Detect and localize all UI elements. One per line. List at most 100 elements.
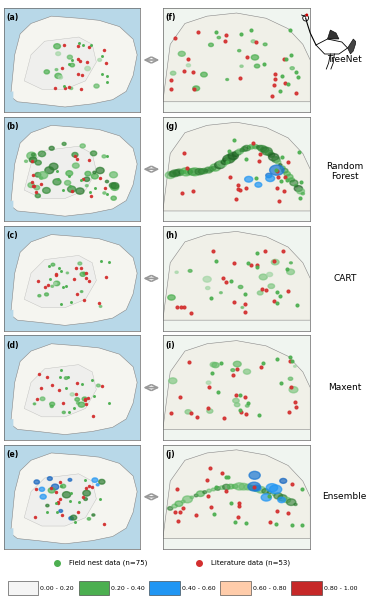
- Circle shape: [237, 50, 241, 52]
- Circle shape: [99, 305, 102, 307]
- Circle shape: [261, 494, 272, 501]
- Circle shape: [31, 153, 35, 156]
- Circle shape: [249, 472, 260, 479]
- Circle shape: [268, 152, 275, 157]
- Circle shape: [203, 491, 207, 494]
- Polygon shape: [163, 122, 310, 211]
- Polygon shape: [24, 365, 97, 417]
- Circle shape: [56, 52, 61, 56]
- Circle shape: [271, 259, 279, 265]
- Circle shape: [183, 496, 192, 503]
- Circle shape: [68, 478, 72, 481]
- Circle shape: [66, 272, 69, 274]
- Polygon shape: [24, 256, 97, 308]
- Circle shape: [223, 484, 230, 490]
- Circle shape: [301, 193, 304, 195]
- Circle shape: [251, 55, 259, 60]
- Circle shape: [209, 43, 213, 47]
- Circle shape: [215, 165, 219, 168]
- Circle shape: [219, 292, 222, 293]
- Text: Random: Random: [326, 161, 363, 170]
- Circle shape: [233, 361, 241, 367]
- Circle shape: [272, 157, 280, 163]
- Circle shape: [110, 183, 116, 188]
- Circle shape: [290, 67, 294, 70]
- Circle shape: [210, 164, 220, 171]
- Circle shape: [232, 152, 239, 157]
- Polygon shape: [4, 310, 13, 331]
- Text: (f): (f): [166, 13, 176, 22]
- Circle shape: [43, 188, 50, 193]
- Circle shape: [72, 163, 79, 168]
- Circle shape: [46, 505, 49, 507]
- Circle shape: [257, 145, 264, 150]
- Circle shape: [278, 495, 287, 501]
- Circle shape: [54, 44, 61, 49]
- Circle shape: [280, 478, 287, 484]
- Circle shape: [38, 295, 41, 297]
- Circle shape: [195, 170, 199, 173]
- Circle shape: [245, 176, 253, 182]
- Circle shape: [212, 362, 219, 368]
- Circle shape: [67, 186, 76, 193]
- Circle shape: [193, 86, 200, 91]
- Polygon shape: [11, 125, 137, 216]
- Polygon shape: [163, 341, 310, 430]
- FancyBboxPatch shape: [291, 581, 322, 595]
- Circle shape: [67, 55, 72, 59]
- Circle shape: [234, 403, 240, 407]
- FancyBboxPatch shape: [79, 581, 109, 595]
- Circle shape: [294, 185, 303, 191]
- Polygon shape: [24, 37, 97, 89]
- Circle shape: [111, 184, 119, 190]
- Text: 0.80 - 1.00: 0.80 - 1.00: [324, 586, 357, 592]
- Circle shape: [111, 182, 119, 189]
- Circle shape: [169, 378, 177, 383]
- Circle shape: [241, 307, 244, 308]
- Circle shape: [58, 76, 62, 79]
- Circle shape: [78, 402, 85, 407]
- Circle shape: [240, 65, 243, 67]
- Circle shape: [200, 169, 208, 174]
- Circle shape: [185, 410, 191, 414]
- Circle shape: [244, 369, 250, 374]
- Circle shape: [194, 494, 198, 497]
- Circle shape: [170, 170, 180, 177]
- Circle shape: [289, 386, 298, 393]
- Text: 0.00 - 0.20: 0.00 - 0.20: [40, 586, 74, 592]
- Circle shape: [70, 87, 73, 89]
- Circle shape: [219, 486, 224, 490]
- Circle shape: [252, 145, 255, 148]
- Circle shape: [258, 146, 267, 152]
- Circle shape: [206, 381, 211, 385]
- Circle shape: [233, 398, 239, 403]
- Circle shape: [303, 15, 309, 21]
- Circle shape: [287, 269, 295, 275]
- Circle shape: [39, 487, 44, 491]
- Circle shape: [90, 151, 97, 156]
- Circle shape: [265, 150, 273, 155]
- Circle shape: [238, 286, 243, 289]
- Circle shape: [28, 182, 34, 188]
- Circle shape: [40, 397, 45, 401]
- Circle shape: [45, 167, 54, 173]
- Polygon shape: [4, 528, 13, 549]
- Circle shape: [111, 196, 116, 200]
- Circle shape: [169, 172, 176, 177]
- Circle shape: [172, 504, 177, 508]
- Circle shape: [48, 488, 55, 493]
- Circle shape: [206, 287, 210, 290]
- Circle shape: [266, 175, 275, 182]
- Circle shape: [70, 515, 77, 520]
- Text: 0.40 - 0.60: 0.40 - 0.60: [182, 586, 216, 592]
- Circle shape: [55, 73, 62, 79]
- Circle shape: [267, 272, 273, 277]
- Text: 0.60 - 0.80: 0.60 - 0.80: [253, 586, 286, 592]
- Circle shape: [217, 160, 227, 167]
- Polygon shape: [163, 13, 310, 102]
- FancyBboxPatch shape: [149, 581, 180, 595]
- Circle shape: [50, 402, 55, 406]
- Circle shape: [251, 40, 255, 43]
- Circle shape: [249, 485, 255, 490]
- Circle shape: [228, 484, 234, 489]
